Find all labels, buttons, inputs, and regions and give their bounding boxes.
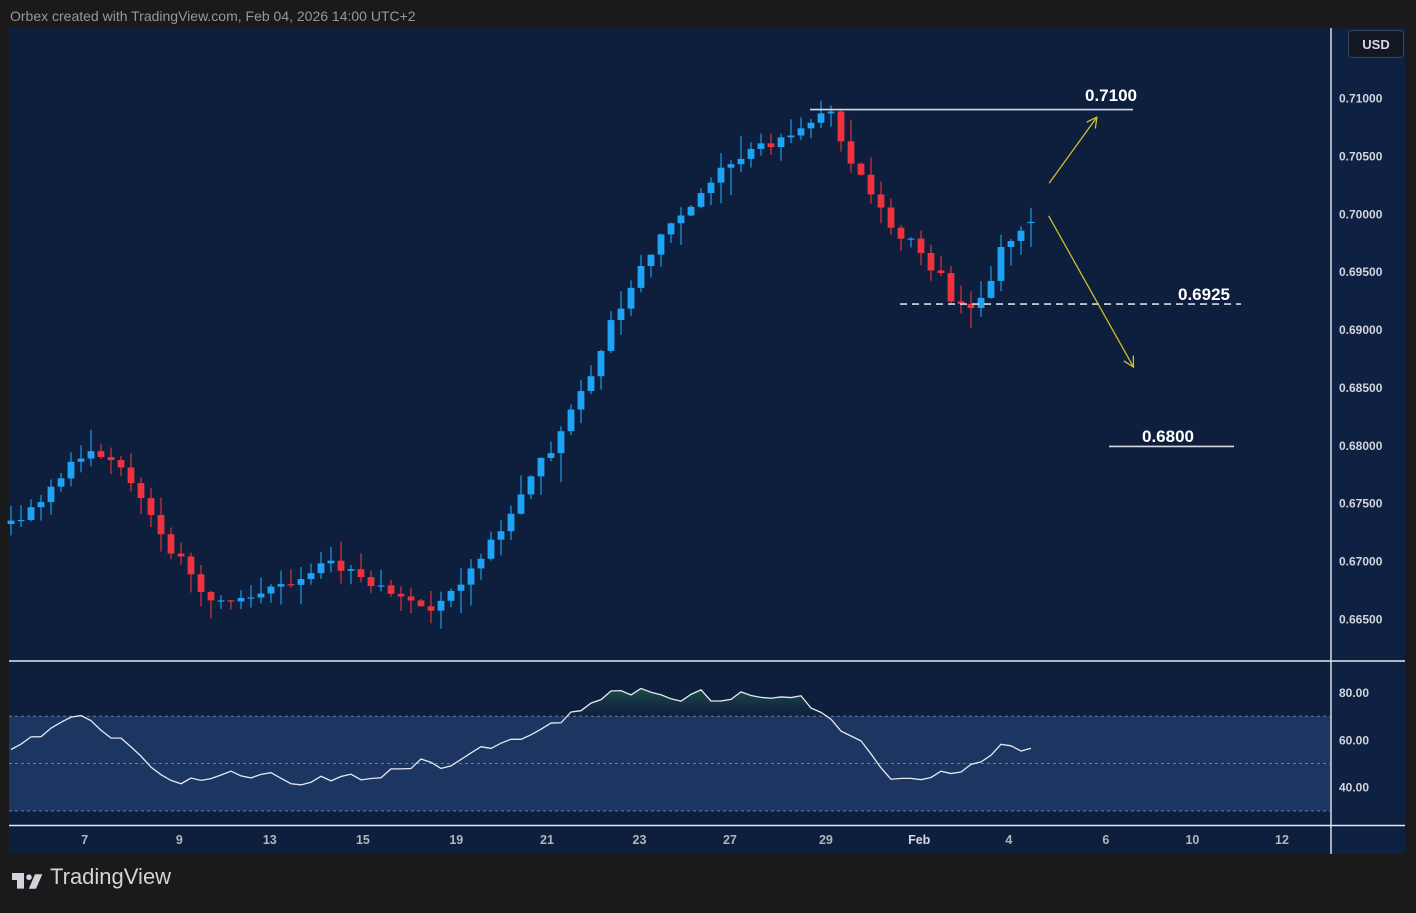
svg-text:19: 19 <box>449 833 463 847</box>
svg-text:29: 29 <box>819 833 833 847</box>
svg-text:60.00: 60.00 <box>1339 733 1369 747</box>
svg-text:Feb: Feb <box>908 833 931 847</box>
svg-text:0.6800: 0.6800 <box>1142 427 1194 446</box>
svg-text:9: 9 <box>176 833 183 847</box>
svg-text:0.70500: 0.70500 <box>1339 149 1383 163</box>
svg-text:21: 21 <box>540 833 554 847</box>
svg-text:0.7100: 0.7100 <box>1085 86 1137 105</box>
svg-text:0.68000: 0.68000 <box>1339 439 1383 453</box>
svg-text:0.66500: 0.66500 <box>1339 613 1383 627</box>
svg-text:80.00: 80.00 <box>1339 686 1369 700</box>
svg-text:4: 4 <box>1005 833 1012 847</box>
svg-text:0.71000: 0.71000 <box>1339 92 1383 106</box>
svg-text:23: 23 <box>633 833 647 847</box>
svg-text:10: 10 <box>1185 833 1199 847</box>
svg-text:27: 27 <box>723 833 737 847</box>
svg-text:0.6925: 0.6925 <box>1178 285 1230 304</box>
svg-text:0.67000: 0.67000 <box>1339 555 1383 569</box>
svg-text:7: 7 <box>81 833 88 847</box>
svg-text:6: 6 <box>1102 833 1109 847</box>
svg-text:0.68500: 0.68500 <box>1339 381 1383 395</box>
svg-text:0.70000: 0.70000 <box>1339 207 1383 221</box>
svg-text:0.69500: 0.69500 <box>1339 265 1383 279</box>
svg-text:0.69000: 0.69000 <box>1339 323 1383 337</box>
svg-text:13: 13 <box>263 833 277 847</box>
svg-text:15: 15 <box>356 833 370 847</box>
svg-text:12: 12 <box>1275 833 1289 847</box>
svg-text:40.00: 40.00 <box>1339 781 1369 795</box>
svg-text:0.67500: 0.67500 <box>1339 497 1383 511</box>
